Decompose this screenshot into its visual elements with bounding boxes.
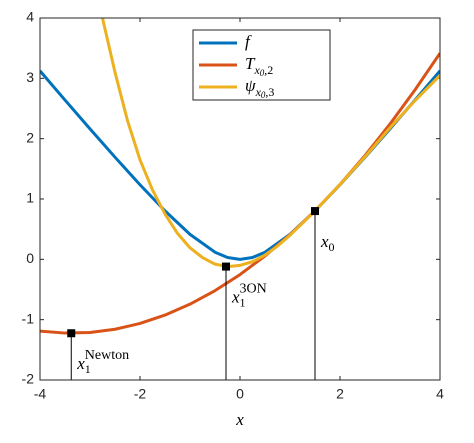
- point-label: x13ON: [231, 282, 267, 310]
- axes-box: [39, 17, 441, 381]
- point-label-sub: 1: [85, 362, 91, 376]
- legend-name-sub: 0: [260, 68, 265, 78]
- x-tick-label: 2: [336, 386, 344, 402]
- x-tick-label: 4: [436, 386, 444, 402]
- x-tick-label: -2: [134, 386, 147, 402]
- y-tick-label: -1: [22, 310, 35, 326]
- point-label: x0: [320, 232, 335, 254]
- legend-name: ψ: [245, 76, 256, 95]
- x-tick-label: 0: [236, 386, 244, 402]
- point-marker: [67, 329, 76, 338]
- point-marker: [311, 207, 319, 216]
- x-axis-label: x: [235, 410, 244, 429]
- legend-name-sub: ,2: [264, 63, 273, 77]
- legend-name-sub: ,3: [265, 85, 274, 99]
- y-tick-label: 3: [26, 69, 34, 85]
- y-tick-label: 4: [26, 9, 34, 25]
- point-label-sup: 3ON: [240, 282, 267, 297]
- y-tick-label: -2: [22, 371, 35, 387]
- point-label-base: x: [76, 354, 85, 373]
- legend-name: T: [245, 54, 256, 73]
- legend-name-sub: 0: [261, 90, 266, 100]
- x-tick-label: -4: [34, 386, 47, 402]
- y-tick-label: 0: [26, 250, 34, 266]
- legend-name-sub: x: [253, 63, 260, 77]
- point-label-base: x: [320, 232, 329, 251]
- curve: [101, 18, 440, 269]
- legend-name-sub: x: [255, 85, 262, 99]
- point-label-sub: 0: [329, 240, 335, 254]
- point-label-base: x: [231, 287, 240, 306]
- legend-label: ψx0,3: [245, 76, 274, 100]
- y-tick-label: 1: [26, 190, 34, 206]
- legend-name: f: [245, 32, 252, 51]
- point-label-sup: Newton: [85, 348, 129, 363]
- point-label-sub: 1: [240, 295, 246, 309]
- legend-label: f: [245, 32, 252, 51]
- point-label: x1Newton: [76, 348, 129, 376]
- y-tick-label: 2: [26, 129, 34, 145]
- legend-label: Tx0,2: [245, 54, 273, 78]
- point-marker: [222, 262, 230, 271]
